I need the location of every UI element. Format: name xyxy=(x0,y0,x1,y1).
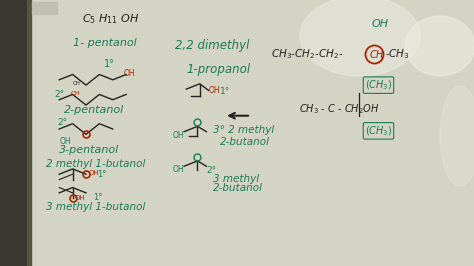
Text: OH: OH xyxy=(209,86,220,95)
Text: 1°: 1° xyxy=(93,193,102,202)
Text: 2-butanol: 2-butanol xyxy=(213,183,263,193)
Ellipse shape xyxy=(300,0,420,76)
Text: OH: OH xyxy=(75,195,85,201)
Text: 2°: 2° xyxy=(57,118,67,127)
Text: 3 methyl 1-butanol: 3 methyl 1-butanol xyxy=(46,202,145,213)
Text: 1-propanol: 1-propanol xyxy=(186,63,250,76)
Text: 3° 2 methyl: 3° 2 methyl xyxy=(213,125,274,135)
Ellipse shape xyxy=(405,16,474,76)
Bar xyxy=(28,0,31,266)
Text: OH: OH xyxy=(372,19,389,29)
Text: 2-butanol: 2-butanol xyxy=(220,137,270,147)
Text: CH: CH xyxy=(73,81,81,86)
Text: OH: OH xyxy=(88,170,99,176)
Text: $C_5$ $H_{11}$ $OH$: $C_5$ $H_{11}$ $OH$ xyxy=(82,12,139,26)
Bar xyxy=(32,2,57,14)
Text: OH: OH xyxy=(70,91,80,96)
Text: OH: OH xyxy=(173,165,184,174)
Text: 1- pentanol: 1- pentanol xyxy=(73,38,137,48)
Text: $CH_3$-$CH_2$-$CH_2$-: $CH_3$-$CH_2$-$CH_2$- xyxy=(271,48,344,61)
Bar xyxy=(0,0,28,266)
Text: OH: OH xyxy=(124,69,136,78)
Text: 3-pentanol: 3-pentanol xyxy=(59,145,119,155)
Text: 3 methyl: 3 methyl xyxy=(213,174,259,184)
Text: 2 methyl 1-butanol: 2 methyl 1-butanol xyxy=(46,159,145,169)
Text: 2-pentanol: 2-pentanol xyxy=(64,105,124,115)
Text: ($CH_3$): ($CH_3$) xyxy=(365,78,392,92)
Text: 2°: 2° xyxy=(206,166,217,175)
Text: -$CH_3$: -$CH_3$ xyxy=(385,48,410,61)
Ellipse shape xyxy=(440,86,474,186)
Text: 1°: 1° xyxy=(104,59,115,69)
Text: OH: OH xyxy=(59,137,71,146)
Text: OH: OH xyxy=(173,131,184,140)
Text: 1°: 1° xyxy=(97,170,107,179)
Text: 2,2 dimethyl: 2,2 dimethyl xyxy=(175,39,249,52)
Text: 2°: 2° xyxy=(55,90,65,99)
Text: $CH$: $CH$ xyxy=(369,48,384,60)
Text: ($CH_3$): ($CH_3$) xyxy=(365,124,392,138)
Text: 1°: 1° xyxy=(220,87,230,96)
Text: $CH_3$ - $C$ - $CH_2OH$: $CH_3$ - $C$ - $CH_2OH$ xyxy=(299,102,380,116)
